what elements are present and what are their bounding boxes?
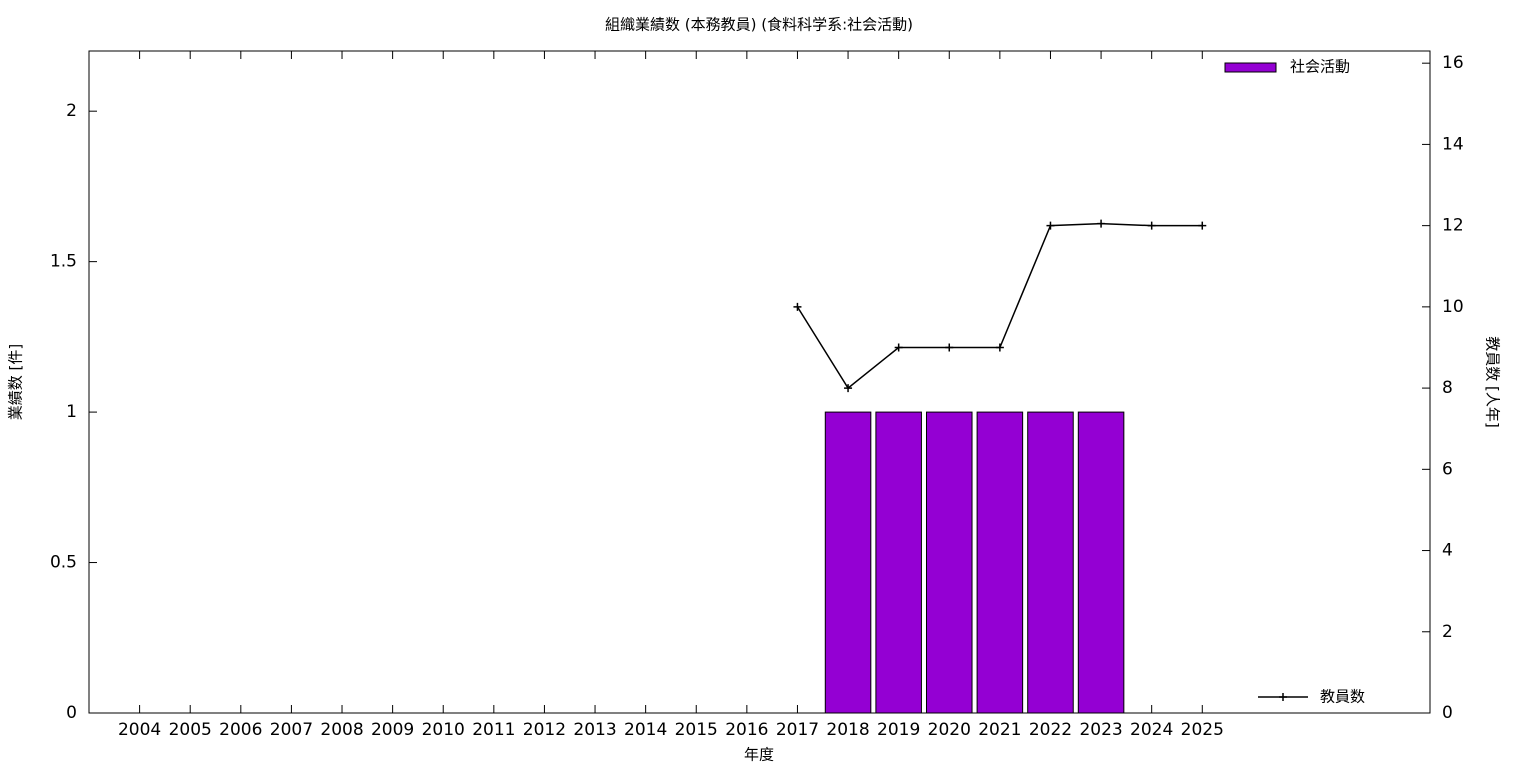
- y2-tick-label: 16: [1442, 53, 1464, 73]
- x-tick-label: 2010: [422, 720, 465, 740]
- bar: [875, 411, 922, 714]
- y2-tick-label: 4: [1442, 541, 1453, 561]
- y2-axis-label: 教員数 [人年]: [1484, 336, 1502, 427]
- point: [1097, 219, 1106, 228]
- x-tick-label: 2021: [978, 720, 1021, 740]
- y-tick-label: 1: [66, 402, 77, 422]
- bar: [824, 411, 872, 714]
- x-tick-label: 2018: [826, 720, 869, 740]
- x-tick-label: 2006: [219, 720, 262, 740]
- x-tick-label: 2013: [573, 720, 616, 740]
- x-tick-label: 2017: [776, 720, 819, 740]
- x-tick-label: 2024: [1130, 720, 1173, 740]
- point: [894, 343, 903, 352]
- legend-point: [1279, 693, 1287, 701]
- bar: [925, 411, 973, 714]
- point: [1147, 221, 1156, 230]
- y-tick-label: 0.5: [50, 553, 77, 573]
- x-axis-label: 年度: [744, 746, 774, 764]
- y2-tick-label: 10: [1442, 297, 1464, 317]
- bar: [976, 411, 1024, 714]
- x-tick-label: 2022: [1029, 720, 1072, 740]
- y2-tick-label: 0: [1442, 703, 1453, 723]
- y2-tick-label: 8: [1442, 378, 1453, 398]
- y2-tick-label: 14: [1442, 134, 1464, 154]
- x-tick-label: 2009: [371, 720, 414, 740]
- x-tick-label: 2025: [1181, 720, 1224, 740]
- point: [1046, 221, 1055, 230]
- y2-tick-label: 6: [1442, 459, 1453, 479]
- x-tick-label: 2015: [675, 720, 718, 740]
- y2-tick-label: 12: [1442, 216, 1464, 236]
- x-tick-label: 2007: [270, 720, 313, 740]
- bar: [1027, 411, 1074, 714]
- legend-swatch: [1224, 62, 1277, 73]
- y-axis-label: 業績数 [件]: [7, 344, 25, 420]
- point: [1198, 221, 1207, 230]
- point: [793, 302, 802, 311]
- x-tick-label: 2014: [624, 720, 667, 740]
- y-tick-label: 2: [66, 101, 77, 121]
- y2-tick-label: 2: [1442, 622, 1453, 642]
- plot-frame: [88, 50, 1431, 714]
- x-tick-label: 2012: [523, 720, 566, 740]
- legend-label: 教員数: [1320, 688, 1365, 706]
- x-tick-label: 2011: [472, 720, 515, 740]
- x-tick-label: 2023: [1079, 720, 1122, 740]
- x-tick-label: 2019: [877, 720, 920, 740]
- point: [995, 343, 1004, 352]
- legend-label: 社会活動: [1290, 58, 1350, 76]
- x-tick-label: 2020: [928, 720, 971, 740]
- x-tick-label: 2008: [320, 720, 363, 740]
- x-tick-label: 2004: [118, 720, 161, 740]
- bar: [1077, 411, 1125, 714]
- point: [844, 384, 853, 393]
- y-tick-label: 1.5: [50, 252, 77, 272]
- chart-title: 組織業績数 (本務教員) (食料科学系:社会活動): [605, 16, 913, 34]
- point: [945, 343, 954, 352]
- y-tick-label: 0: [66, 703, 77, 723]
- x-tick-label: 2005: [169, 720, 212, 740]
- x-tick-label: 2016: [725, 720, 768, 740]
